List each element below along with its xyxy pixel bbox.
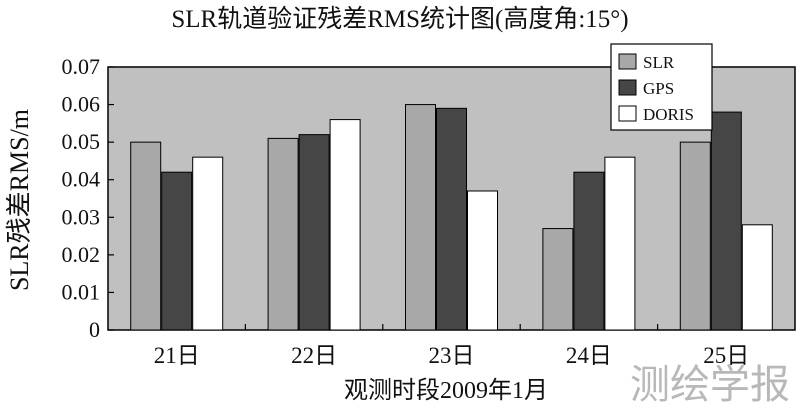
legend-swatch-gps [618,79,637,96]
bar-slr-1 [130,141,162,331]
bars [130,104,773,331]
bar-doris-4 [604,156,636,331]
legend-swatch-doris [618,105,637,122]
x-tick-label: 23日 [429,343,475,368]
y-tick-label: 0 [89,317,100,342]
x-tick-label: 22日 [291,343,337,368]
y-tick-label: 0.02 [62,242,101,267]
bar-gps-5 [710,111,742,331]
bar-slr-5 [679,141,711,331]
bar-doris-1 [192,156,224,331]
y-tick-label: 0.06 [62,92,101,117]
x-axis-label: 观测时段2009年1月 [344,377,548,404]
bar-doris-3 [467,190,498,331]
y-tick-label: 0.07 [62,54,101,79]
chart-title: SLR轨道验证残差RMS统计图(高度角:15°) [171,5,628,33]
bar-gps-2 [298,134,330,331]
legend-label-gps: GPS [643,79,674,98]
x-tick-label: 24日 [566,343,612,368]
x-axis: 21日 22日 23日 24日 25日 [154,324,749,368]
bar-slr-3 [405,104,436,331]
bar-gps-1 [161,171,193,331]
bar-gps-3 [436,107,467,331]
bar-doris-2 [329,119,361,331]
legend: SLR GPS DORIS [610,43,713,131]
watermark: 测绘学报 [630,362,790,408]
y-axis-label: SLR残差RMS/m [5,109,34,291]
bar-gps-4 [573,171,605,331]
legend-swatch-slr [618,53,637,70]
y-tick-label: 0.04 [62,167,101,192]
y-tick-label: 0.05 [62,129,101,154]
y-tick-label: 0.03 [62,204,101,229]
x-tick-label: 21日 [154,343,200,368]
y-axis: 0 0.01 0.02 0.03 0.04 0.05 0.06 0.07 [62,54,114,342]
legend-label-slr: SLR [643,53,675,72]
y-tick-label: 0.01 [62,279,101,304]
bar-slr-2 [267,137,299,331]
bar-doris-5 [741,224,773,331]
legend-label-doris: DORIS [643,105,694,124]
bar-slr-4 [542,228,574,331]
x-tick-label: 25日 [703,343,749,368]
